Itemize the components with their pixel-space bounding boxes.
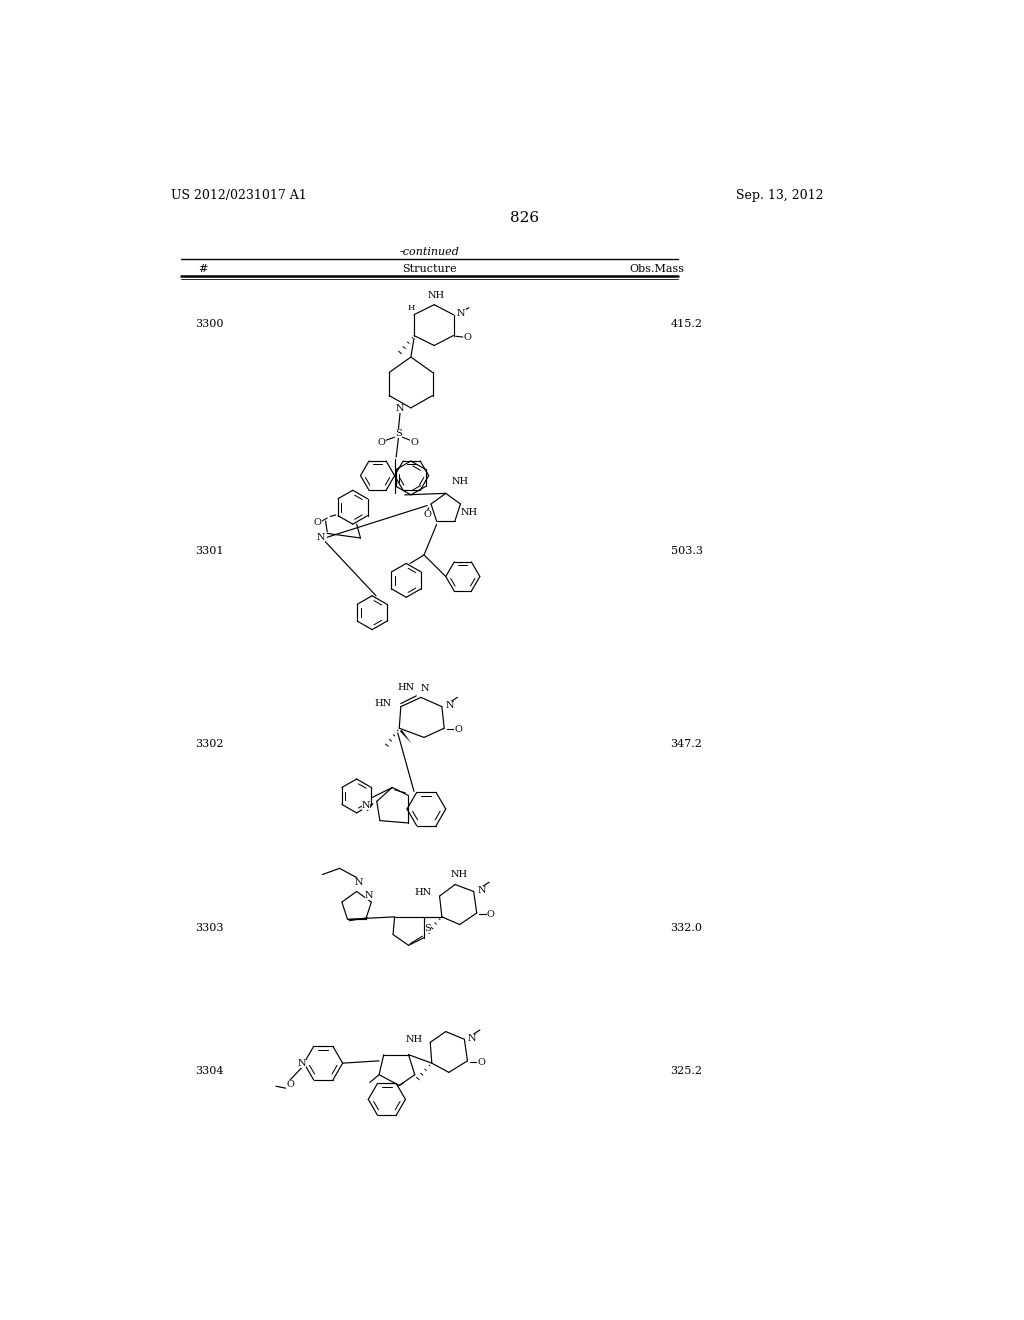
Text: O: O: [455, 725, 462, 734]
Text: O: O: [477, 1057, 485, 1067]
Text: S: S: [425, 924, 431, 933]
Text: 325.2: 325.2: [671, 1065, 702, 1076]
Text: #: #: [198, 264, 207, 275]
Text: 3302: 3302: [195, 739, 223, 748]
Text: US 2012/0231017 A1: US 2012/0231017 A1: [171, 189, 306, 202]
Text: O: O: [464, 333, 471, 342]
Text: N: N: [297, 1060, 306, 1068]
Text: Structure: Structure: [402, 264, 457, 275]
Text: S: S: [395, 429, 401, 438]
Text: 826: 826: [510, 211, 540, 224]
Text: N: N: [354, 878, 364, 887]
Text: N: N: [316, 533, 326, 541]
Text: N: N: [445, 701, 454, 710]
Text: O: O: [286, 1080, 294, 1089]
Text: 347.2: 347.2: [671, 739, 702, 748]
Text: NH: NH: [406, 1035, 423, 1044]
Text: O: O: [423, 511, 431, 519]
Text: N: N: [468, 1034, 476, 1043]
Text: HN: HN: [415, 888, 432, 898]
Text: 3304: 3304: [195, 1065, 223, 1076]
Text: NH: NH: [461, 508, 477, 517]
Text: O: O: [378, 438, 385, 447]
Text: 3301: 3301: [195, 546, 223, 556]
Text: 3300: 3300: [195, 319, 223, 329]
Text: 415.2: 415.2: [671, 319, 702, 329]
Text: N: N: [421, 684, 429, 693]
Text: Sep. 13, 2012: Sep. 13, 2012: [736, 189, 824, 202]
Text: N: N: [457, 309, 466, 318]
Text: NH: NH: [451, 870, 468, 879]
Text: N: N: [361, 801, 370, 809]
Text: HN: HN: [375, 700, 391, 708]
Text: -continued: -continued: [399, 247, 460, 256]
Text: 3303: 3303: [195, 924, 223, 933]
Text: N: N: [365, 891, 374, 900]
Text: N: N: [395, 404, 404, 413]
Text: 332.0: 332.0: [671, 924, 702, 933]
Polygon shape: [400, 730, 412, 743]
Text: HN: HN: [397, 682, 415, 692]
Text: O: O: [486, 909, 495, 919]
Text: O: O: [314, 519, 322, 527]
Text: NH: NH: [452, 478, 468, 486]
Text: NH: NH: [427, 290, 444, 300]
Text: Obs.Mass: Obs.Mass: [629, 264, 684, 275]
Text: O: O: [410, 438, 418, 447]
Text: H: H: [408, 304, 415, 312]
Text: N: N: [477, 886, 485, 895]
Text: 503.3: 503.3: [671, 546, 702, 556]
